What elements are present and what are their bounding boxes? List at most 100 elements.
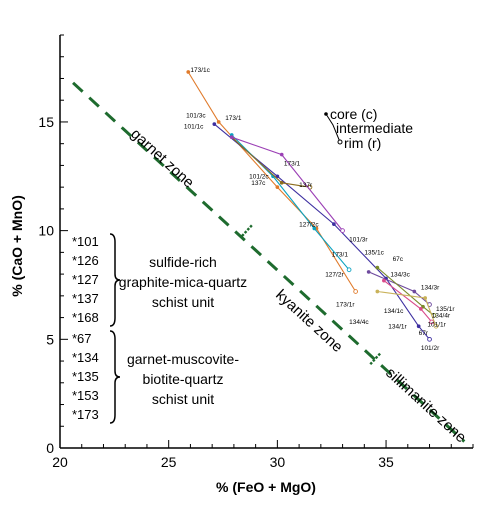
unit-description: sulfide-rich [149, 254, 217, 270]
data-point [421, 304, 425, 309]
point-label: 101/3c [186, 113, 206, 120]
unit-description: schist unit [152, 294, 214, 310]
legend-rim-marker [337, 139, 343, 145]
data-point [353, 289, 358, 294]
sample-label: *126 [72, 253, 99, 268]
point-label: 101/1r [427, 321, 446, 328]
data-point [279, 180, 284, 185]
data-point [275, 174, 280, 179]
point-label: 101/1c [184, 123, 204, 130]
data-point [229, 135, 234, 140]
isograd-tick [249, 224, 253, 228]
data-point [366, 270, 371, 274]
y-axis-title: % (CaO + MnO) [9, 195, 25, 297]
sample-label: *153 [72, 388, 99, 403]
data-point [375, 289, 380, 294]
data-point [418, 307, 423, 311]
data-point [429, 319, 435, 325]
point-label: 101/2r [421, 345, 440, 352]
legend-entry: core (c) [330, 106, 377, 122]
point-label: 173/1 [284, 160, 301, 167]
data-point [416, 324, 421, 329]
point-label: 173/1 [332, 252, 349, 259]
point-label: 173/1 [225, 115, 242, 122]
y-tick-label: 5 [46, 331, 54, 347]
point-label: 134/4c [349, 319, 369, 326]
point-label: 135/1r [436, 306, 455, 313]
point-label: 134/1c [384, 308, 404, 315]
isograd-tick [374, 355, 379, 360]
point-label: 137c [251, 180, 266, 187]
data-point [433, 323, 439, 329]
data-point [212, 122, 217, 126]
point-label: 173/1r [336, 302, 355, 309]
sample-groups: *101 *126 *127 *137 *168 sulfide-rich graphite… [72, 233, 247, 424]
series-line [213, 123, 430, 340]
isograd-tick [369, 361, 373, 366]
ticks: 20 25 30 35 0 5 10 15 [38, 34, 474, 470]
data-point [382, 278, 386, 283]
series-lines [186, 70, 439, 342]
x-tick-label: 25 [161, 454, 177, 470]
data-point [375, 265, 380, 270]
sample-label: *137 [72, 291, 99, 306]
brace [109, 330, 121, 424]
data-point [423, 296, 428, 300]
point-label: 134/3r [421, 284, 440, 291]
legend-entry: intermediate [336, 120, 413, 136]
sample-label: *168 [72, 310, 99, 325]
unit-description: garnet-muscovite- [127, 351, 239, 367]
zone-label: sillimanite zone [382, 364, 469, 446]
data-point [216, 120, 221, 124]
point-label: 137r [299, 182, 313, 189]
point-label: 127/2r [325, 271, 344, 278]
x-axis-title: % (FeO + MgO) [216, 479, 316, 495]
legend-line [325, 113, 341, 143]
point-label: 134/3c [390, 271, 410, 278]
x-tick-label: 30 [270, 454, 286, 470]
data-point [332, 222, 336, 226]
axes [59, 35, 473, 449]
sample-label: *101 [72, 234, 99, 249]
data-point [279, 152, 284, 157]
point-label: 67c [393, 256, 404, 263]
data-point [275, 185, 280, 190]
point-label: 134/1r [388, 323, 407, 330]
data-point [346, 267, 352, 273]
y-tick-label: 15 [38, 114, 54, 130]
x-tick-label: 20 [52, 454, 68, 470]
point-label: 101/2c [249, 173, 269, 180]
zone-label: garnet zone [127, 125, 197, 191]
isograd-line [72, 81, 466, 443]
point-label: 101/3r [349, 237, 368, 244]
data-point [186, 70, 191, 74]
legend-entry: rim (r) [344, 135, 381, 151]
isograd [72, 81, 466, 443]
point-label: 127/2c [299, 221, 319, 228]
unit-description: biotite-quartz [143, 371, 224, 387]
isograd-tick [372, 358, 376, 363]
isograd-tick [246, 227, 251, 231]
brace [109, 233, 121, 327]
data-point [412, 289, 417, 294]
isograd-tick [241, 233, 245, 237]
isograd-tick [243, 230, 248, 234]
sample-label: *135 [72, 369, 99, 384]
y-tick-label: 0 [46, 440, 54, 456]
legend: core (c) intermediate rim (r) [324, 106, 413, 151]
point-label: 173/1c [190, 67, 210, 74]
data-point [312, 226, 317, 231]
point-label: 135/1c [364, 250, 384, 257]
y-tick-label: 10 [38, 223, 54, 239]
sample-label: *127 [72, 272, 99, 287]
unit-description: graphite-mica-quartz [119, 274, 247, 290]
point-label: 134/4r [432, 313, 451, 320]
sample-label: *134 [72, 350, 99, 365]
data-point [427, 336, 432, 342]
legend-core-marker [324, 112, 328, 116]
isograd-tick [377, 352, 381, 357]
data-point [340, 228, 345, 233]
sample-label: *67 [72, 331, 92, 346]
